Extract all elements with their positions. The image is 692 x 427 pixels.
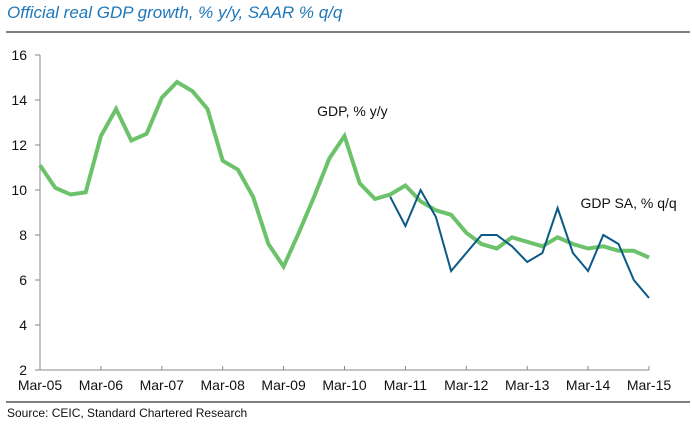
source-note: Source: CEIC, Standard Chartered Researc…	[7, 406, 248, 420]
annotations: GDP, % y/y GDP SA, % q/q	[317, 103, 677, 211]
y-tick-label: 6	[19, 272, 27, 288]
x-tick-label: Mar-09	[261, 377, 306, 393]
y-tick-label: 12	[11, 137, 27, 153]
x-tick-label: Mar-05	[18, 377, 63, 393]
x-tick-label: Mar-08	[201, 377, 246, 393]
y-tick-label: 16	[11, 47, 27, 63]
series-line-gdp-sa-qq	[389, 187, 650, 299]
x-tick-label: Mar-15	[627, 377, 672, 393]
x-tick-label: Mar-12	[444, 377, 489, 393]
chart-title: Official real GDP growth, % y/y, SAAR % …	[7, 3, 343, 22]
annotation-gdp-sa-qq: GDP SA, % q/q	[580, 195, 676, 211]
series-layer	[38, 79, 650, 299]
y-tick-label: 2	[19, 362, 27, 378]
y-tick-label: 4	[19, 317, 27, 333]
x-tick-label: Mar-13	[505, 377, 550, 393]
axes: 2 4 6 8 10 12 14 16 Mar-05 Mar-06 Mar-07 Mar-08 Mar-…	[11, 47, 671, 393]
x-tick-label: Mar-14	[566, 377, 611, 393]
top-divider	[6, 31, 690, 33]
y-tick-label: 14	[11, 92, 27, 108]
bottom-divider	[6, 401, 690, 403]
x-tick-label: Mar-10	[322, 377, 367, 393]
x-tick-label: Mar-06	[79, 377, 124, 393]
annotation-gdp-yy: GDP, % y/y	[317, 103, 388, 119]
x-tick-label: Mar-07	[140, 377, 185, 393]
y-tick-label: 8	[19, 227, 27, 243]
x-tick-label: Mar-11	[384, 377, 428, 393]
y-tick-label: 10	[11, 182, 27, 198]
